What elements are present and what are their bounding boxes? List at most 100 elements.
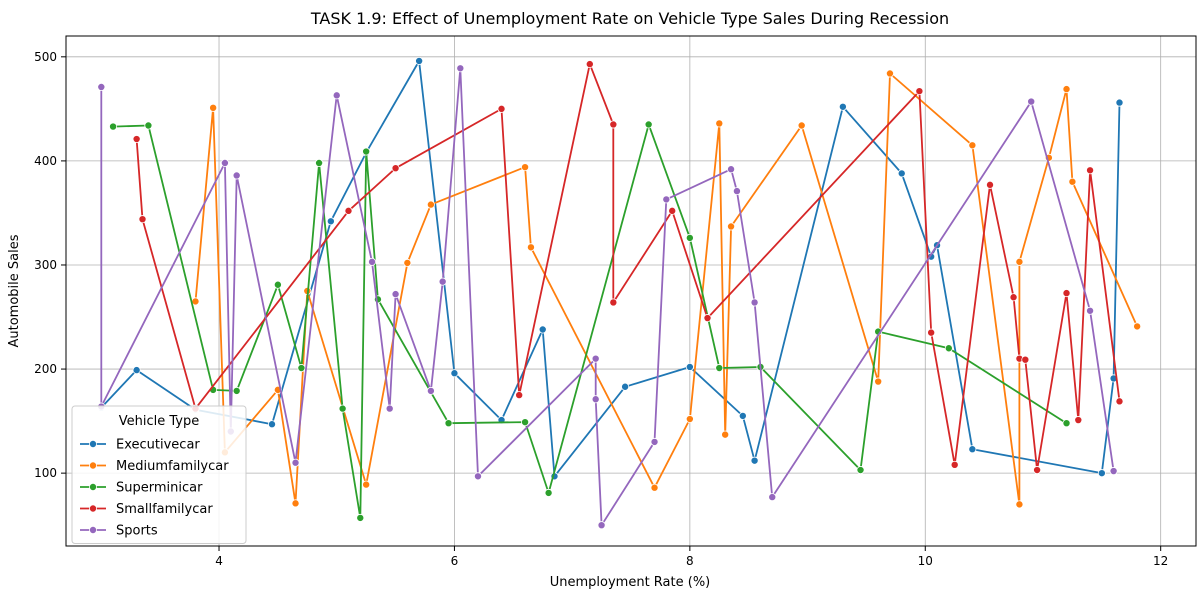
data-point-mediumfamilycar — [1015, 257, 1024, 266]
data-point-mediumfamilycar — [874, 377, 883, 386]
data-point-superminicar — [338, 404, 347, 413]
data-point-smallfamilycar — [609, 298, 618, 307]
data-point-executivecar — [450, 369, 459, 378]
data-point-smallfamilycar — [585, 60, 594, 69]
data-point-mediumfamilycar — [968, 141, 977, 150]
data-point-executivecar — [132, 366, 141, 375]
data-point-smallfamilycar — [703, 314, 712, 323]
data-point-sports — [391, 290, 400, 299]
legend-label-superminicar: Superminicar — [116, 481, 203, 496]
data-point-superminicar — [444, 419, 453, 428]
legend-label-smallfamilycar: Smallfamilycar — [116, 502, 213, 517]
legend-item-sports[interactable]: Sports — [80, 524, 158, 539]
data-point-sports — [385, 404, 394, 413]
legend-marker-mediumfamilycar — [89, 461, 98, 470]
y-tick-label: 400 — [34, 154, 57, 168]
data-point-superminicar — [356, 513, 365, 522]
legend-marker-superminicar — [89, 482, 98, 491]
series-mediumfamilycar — [191, 69, 1142, 509]
data-point-mediumfamilycar — [209, 103, 218, 112]
y-tick-label: 100 — [34, 466, 57, 480]
legend-label-mediumfamilycar: Mediumfamilycar — [116, 459, 229, 474]
data-point-smallfamilycar — [668, 206, 677, 215]
data-point-sports — [1086, 306, 1095, 315]
data-point-executivecar — [838, 102, 847, 111]
data-point-smallfamilycar — [1115, 397, 1124, 406]
data-point-mediumfamilycar — [797, 121, 806, 130]
data-point-smallfamilycar — [1033, 466, 1042, 475]
x-tick-label: 6 — [451, 554, 459, 568]
data-point-executivecar — [1097, 469, 1106, 478]
data-point-superminicar — [297, 364, 306, 373]
legend-title: Vehicle Type — [119, 414, 199, 429]
legend[interactable]: Vehicle Type Executivecar Mediumfamilycar S… — [71, 405, 247, 544]
legend-label-sports: Sports — [116, 524, 158, 539]
data-point-mediumfamilycar — [526, 243, 535, 252]
data-point-executivecar — [685, 362, 694, 371]
data-point-sports — [473, 472, 482, 481]
data-point-sports — [650, 437, 659, 446]
data-point-executivecar — [538, 325, 547, 334]
legend-item-smallfamilycar[interactable]: Smallfamilycar — [80, 502, 213, 517]
data-point-mediumfamilycar — [1068, 177, 1077, 186]
data-point-superminicar — [144, 121, 153, 130]
data-point-smallfamilycar — [497, 104, 506, 113]
data-point-smallfamilycar — [132, 135, 141, 144]
data-point-sports — [597, 521, 606, 530]
data-point-executivecar — [415, 56, 424, 65]
data-point-sports — [591, 354, 600, 363]
data-point-superminicar — [315, 158, 324, 167]
series-line-mediumfamilycar — [194, 72, 1138, 506]
data-point-sports — [426, 386, 435, 395]
data-point-executivecar — [621, 382, 630, 391]
legend-marker-smallfamilycar — [89, 504, 98, 513]
y-axis-label: Automobile Sales — [7, 234, 22, 347]
grid-lines — [66, 36, 1196, 546]
y-tick-label: 500 — [34, 50, 57, 64]
series-line-superminicar — [113, 123, 1067, 519]
data-point-smallfamilycar — [1062, 289, 1071, 298]
legend-item-mediumfamilycar[interactable]: Mediumfamilycar — [80, 459, 229, 474]
data-point-smallfamilycar — [344, 206, 353, 215]
x-tick-label: 10 — [918, 554, 933, 568]
data-point-sports — [727, 165, 736, 174]
data-point-sports — [750, 298, 759, 307]
series-layer — [97, 56, 1142, 530]
data-point-executivecar — [738, 411, 747, 420]
data-point-superminicar — [544, 488, 553, 497]
data-point-mediumfamilycar — [885, 69, 894, 78]
data-point-sports — [97, 83, 106, 92]
data-point-sports — [591, 395, 600, 404]
data-point-superminicar — [232, 386, 241, 395]
data-point-smallfamilycar — [138, 215, 147, 224]
data-point-superminicar — [109, 122, 118, 131]
series-superminicar — [109, 120, 1071, 522]
data-point-mediumfamilycar — [403, 258, 412, 267]
data-point-sports — [291, 458, 300, 467]
data-point-superminicar — [715, 364, 724, 373]
data-point-smallfamilycar — [391, 164, 400, 173]
plot-frame — [65, 35, 1197, 547]
data-point-smallfamilycar — [1074, 416, 1083, 425]
data-point-smallfamilycar — [915, 87, 924, 96]
data-point-executivecar — [968, 445, 977, 454]
data-point-mediumfamilycar — [1062, 85, 1071, 94]
series-line-sports — [100, 67, 1115, 527]
legend-item-executivecar[interactable]: Executivecar — [80, 438, 200, 453]
data-point-superminicar — [856, 466, 865, 475]
x-tick-label: 8 — [686, 554, 694, 568]
data-point-smallfamilycar — [1009, 293, 1018, 302]
y-tick-label: 200 — [34, 362, 57, 376]
data-point-sports — [456, 64, 465, 73]
data-point-executivecar — [326, 217, 335, 226]
data-point-executivecar — [1115, 98, 1124, 107]
data-point-mediumfamilycar — [727, 222, 736, 231]
data-point-superminicar — [1062, 419, 1071, 428]
legend-item-superminicar[interactable]: Superminicar — [80, 481, 203, 496]
data-point-mediumfamilycar — [721, 430, 730, 439]
data-point-smallfamilycar — [1021, 355, 1030, 364]
data-point-mediumfamilycar — [1015, 500, 1024, 509]
data-point-smallfamilycar — [986, 180, 995, 189]
legend-marker-sports — [89, 526, 98, 535]
